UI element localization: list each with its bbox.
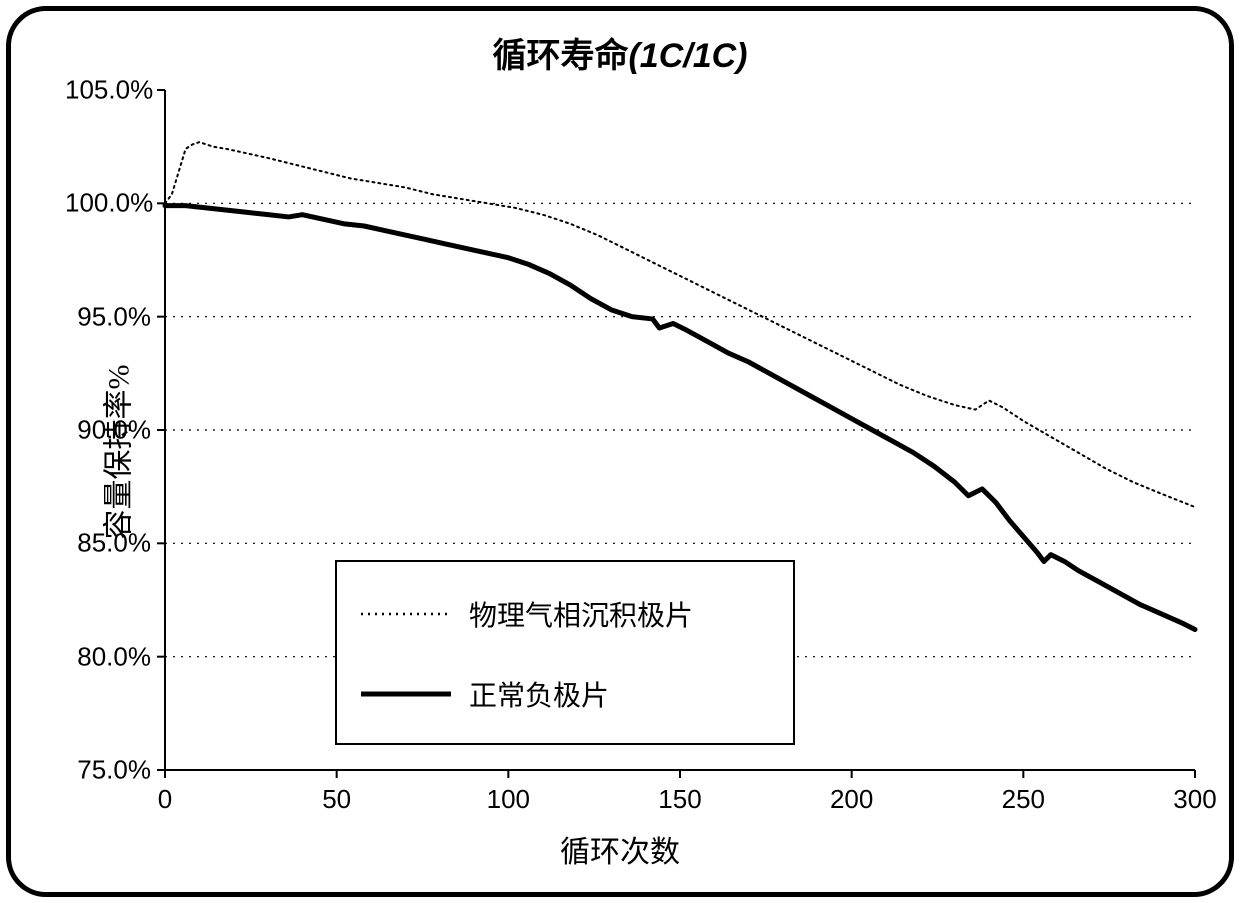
chart-title-main: 循环寿命 [492, 37, 628, 75]
legend-label: 正常负极片 [469, 674, 609, 714]
y-tick-label: 95.0% [65, 301, 151, 332]
x-axis-label: 循环次数 [0, 827, 1240, 871]
y-tick-label: 85.0% [65, 528, 151, 559]
legend-swatch [361, 684, 451, 704]
chart-title-paren: (1C/1C) [628, 37, 747, 75]
y-axis-label: 容量保持率% [94, 364, 138, 539]
y-tick-label: 90.0% [65, 415, 151, 446]
x-tick-label: 0 [158, 784, 172, 815]
y-tick-label: 105.0% [65, 75, 151, 106]
legend-swatch [361, 604, 451, 624]
chart-frame: 循环寿命(1C/1C) 容量保持率% 循环次数 75.0% 80.0% 85.0% 9… [0, 0, 1240, 903]
x-tick-label: 50 [322, 784, 351, 815]
chart-title: 循环寿命(1C/1C) [0, 28, 1240, 77]
x-tick-label: 150 [658, 784, 701, 815]
legend-label: 物理气相沉积极片 [469, 594, 693, 634]
x-tick-label: 100 [487, 784, 530, 815]
y-tick-label: 75.0% [65, 755, 151, 786]
y-tick-label: 100.0% [65, 188, 151, 219]
legend: 物理气相沉积极片正常负极片 [335, 560, 795, 745]
y-tick-label: 80.0% [65, 641, 151, 672]
x-tick-label: 200 [830, 784, 873, 815]
legend-row: 物理气相沉积极片 [361, 594, 693, 634]
legend-row: 正常负极片 [361, 674, 609, 714]
x-tick-label: 250 [1002, 784, 1045, 815]
x-tick-label: 300 [1173, 784, 1216, 815]
